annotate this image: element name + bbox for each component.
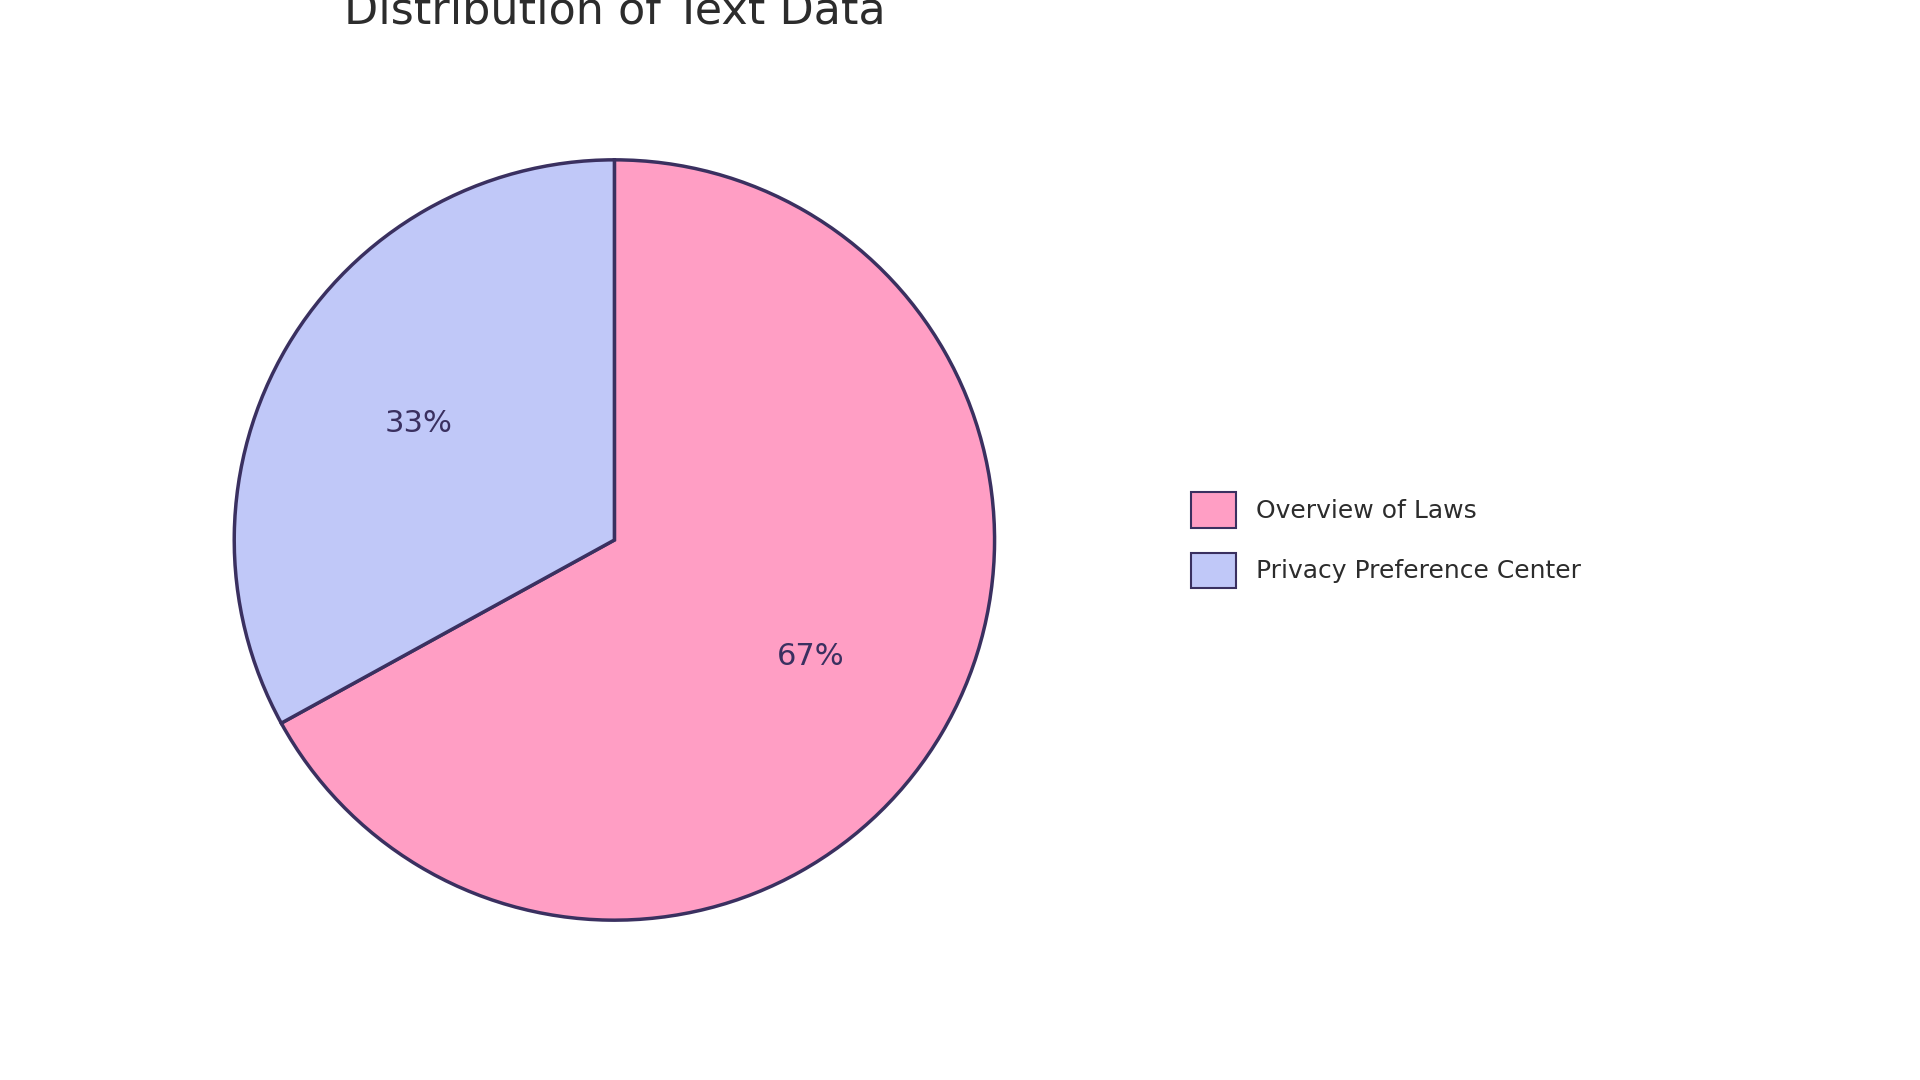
Text: 33%: 33% — [384, 409, 451, 438]
Legend: Overview of Laws, Privacy Preference Center: Overview of Laws, Privacy Preference Cen… — [1179, 480, 1594, 600]
Wedge shape — [234, 160, 614, 724]
Wedge shape — [280, 160, 995, 920]
Text: 67%: 67% — [778, 642, 845, 671]
Title: Distribution of Text Data: Distribution of Text Data — [344, 0, 885, 32]
